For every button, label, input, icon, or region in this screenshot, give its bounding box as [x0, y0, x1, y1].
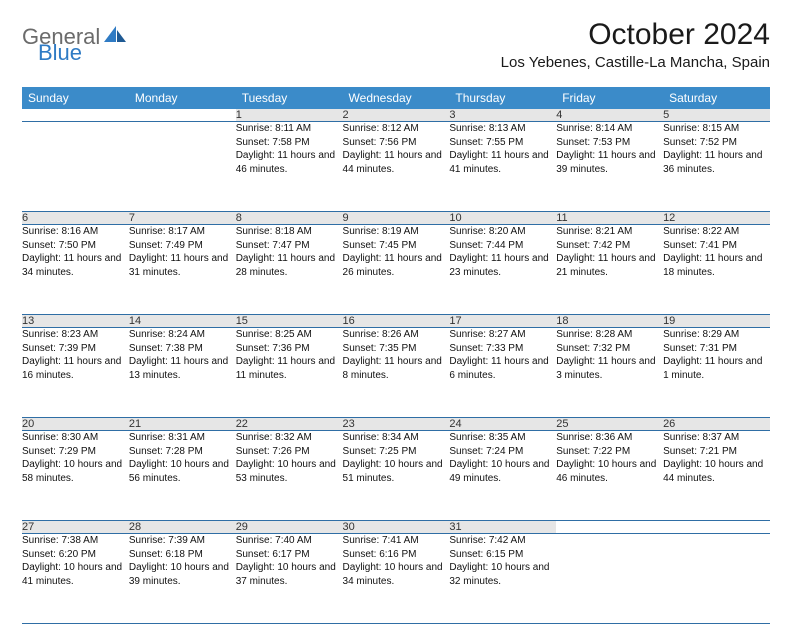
day-number-cell: 7 — [129, 212, 236, 225]
day-number-cell: 8 — [236, 212, 343, 225]
day-content-cell: Sunrise: 8:26 AMSunset: 7:35 PMDaylight:… — [343, 328, 450, 418]
title-block: October 2024 Los Yebenes, Castille-La Ma… — [501, 18, 770, 71]
weekday-header: Saturday — [663, 87, 770, 109]
day-content-cell: Sunrise: 7:42 AMSunset: 6:15 PMDaylight:… — [449, 534, 556, 624]
day-number-cell: 21 — [129, 418, 236, 431]
day-content-cell: Sunrise: 8:35 AMSunset: 7:24 PMDaylight:… — [449, 431, 556, 521]
day-number-cell: 1 — [236, 109, 343, 122]
day-content-cell: Sunrise: 8:19 AMSunset: 7:45 PMDaylight:… — [343, 225, 450, 315]
day-number-cell: 2 — [343, 109, 450, 122]
day-content-cell: Sunrise: 8:13 AMSunset: 7:55 PMDaylight:… — [449, 122, 556, 212]
day-number-cell: 28 — [129, 521, 236, 534]
day-content-cell: Sunrise: 8:20 AMSunset: 7:44 PMDaylight:… — [449, 225, 556, 315]
day-number-cell: 23 — [343, 418, 450, 431]
day-number-cell — [556, 521, 663, 534]
day-number-cell: 24 — [449, 418, 556, 431]
day-content-cell: Sunrise: 8:29 AMSunset: 7:31 PMDaylight:… — [663, 328, 770, 418]
day-number-row: 2728293031 — [22, 521, 770, 534]
weekday-header: Tuesday — [236, 87, 343, 109]
day-number-cell — [129, 109, 236, 122]
day-content-cell: Sunrise: 7:38 AMSunset: 6:20 PMDaylight:… — [22, 534, 129, 624]
day-number-cell: 13 — [22, 315, 129, 328]
day-number-row: 12345 — [22, 109, 770, 122]
day-number-cell: 3 — [449, 109, 556, 122]
day-number-cell: 22 — [236, 418, 343, 431]
logo-blue-text-wrap: Blue — [38, 40, 82, 66]
day-content-cell: Sunrise: 8:34 AMSunset: 7:25 PMDaylight:… — [343, 431, 450, 521]
day-content-row: Sunrise: 8:16 AMSunset: 7:50 PMDaylight:… — [22, 225, 770, 315]
day-content-cell — [556, 534, 663, 624]
day-content-cell: Sunrise: 7:39 AMSunset: 6:18 PMDaylight:… — [129, 534, 236, 624]
day-number-cell: 17 — [449, 315, 556, 328]
day-number-row: 13141516171819 — [22, 315, 770, 328]
day-content-cell: Sunrise: 8:17 AMSunset: 7:49 PMDaylight:… — [129, 225, 236, 315]
calendar-table: SundayMondayTuesdayWednesdayThursdayFrid… — [22, 87, 770, 624]
day-content-row: Sunrise: 8:23 AMSunset: 7:39 PMDaylight:… — [22, 328, 770, 418]
day-number-cell: 25 — [556, 418, 663, 431]
day-content-cell: Sunrise: 8:30 AMSunset: 7:29 PMDaylight:… — [22, 431, 129, 521]
calendar-head: SundayMondayTuesdayWednesdayThursdayFrid… — [22, 87, 770, 109]
day-content-cell: Sunrise: 8:12 AMSunset: 7:56 PMDaylight:… — [343, 122, 450, 212]
day-content-cell: Sunrise: 8:27 AMSunset: 7:33 PMDaylight:… — [449, 328, 556, 418]
day-number-cell: 6 — [22, 212, 129, 225]
day-number-cell — [663, 521, 770, 534]
day-number-cell: 29 — [236, 521, 343, 534]
day-content-cell: Sunrise: 8:28 AMSunset: 7:32 PMDaylight:… — [556, 328, 663, 418]
day-content-cell: Sunrise: 8:15 AMSunset: 7:52 PMDaylight:… — [663, 122, 770, 212]
day-number-cell — [22, 109, 129, 122]
day-number-cell: 16 — [343, 315, 450, 328]
day-content-cell: Sunrise: 7:40 AMSunset: 6:17 PMDaylight:… — [236, 534, 343, 624]
day-content-cell: Sunrise: 8:37 AMSunset: 7:21 PMDaylight:… — [663, 431, 770, 521]
day-content-cell: Sunrise: 8:23 AMSunset: 7:39 PMDaylight:… — [22, 328, 129, 418]
day-number-cell: 27 — [22, 521, 129, 534]
day-number-cell: 11 — [556, 212, 663, 225]
day-content-cell: Sunrise: 8:18 AMSunset: 7:47 PMDaylight:… — [236, 225, 343, 315]
day-number-cell: 10 — [449, 212, 556, 225]
day-number-cell: 15 — [236, 315, 343, 328]
day-number-row: 20212223242526 — [22, 418, 770, 431]
location-text: Los Yebenes, Castille-La Mancha, Spain — [501, 54, 770, 71]
day-number-cell: 14 — [129, 315, 236, 328]
day-content-cell — [663, 534, 770, 624]
weekday-header: Thursday — [449, 87, 556, 109]
day-content-cell: Sunrise: 8:16 AMSunset: 7:50 PMDaylight:… — [22, 225, 129, 315]
day-content-row: Sunrise: 7:38 AMSunset: 6:20 PMDaylight:… — [22, 534, 770, 624]
day-number-row: 6789101112 — [22, 212, 770, 225]
day-content-cell — [129, 122, 236, 212]
day-content-cell — [22, 122, 129, 212]
logo-text-blue: Blue — [38, 40, 82, 65]
weekday-header: Monday — [129, 87, 236, 109]
day-content-cell: Sunrise: 8:25 AMSunset: 7:36 PMDaylight:… — [236, 328, 343, 418]
calendar-body: 12345Sunrise: 8:11 AMSunset: 7:58 PMDayl… — [22, 109, 770, 624]
day-number-cell: 5 — [663, 109, 770, 122]
day-content-cell: Sunrise: 7:41 AMSunset: 6:16 PMDaylight:… — [343, 534, 450, 624]
day-number-cell: 26 — [663, 418, 770, 431]
day-content-cell: Sunrise: 8:22 AMSunset: 7:41 PMDaylight:… — [663, 225, 770, 315]
month-title: October 2024 — [501, 18, 770, 52]
day-number-cell: 20 — [22, 418, 129, 431]
day-number-cell: 19 — [663, 315, 770, 328]
day-content-cell: Sunrise: 8:11 AMSunset: 7:58 PMDaylight:… — [236, 122, 343, 212]
day-content-row: Sunrise: 8:11 AMSunset: 7:58 PMDaylight:… — [22, 122, 770, 212]
day-content-cell: Sunrise: 8:36 AMSunset: 7:22 PMDaylight:… — [556, 431, 663, 521]
day-content-cell: Sunrise: 8:32 AMSunset: 7:26 PMDaylight:… — [236, 431, 343, 521]
day-number-cell: 31 — [449, 521, 556, 534]
day-content-cell: Sunrise: 8:24 AMSunset: 7:38 PMDaylight:… — [129, 328, 236, 418]
weekday-header: Friday — [556, 87, 663, 109]
day-number-cell: 30 — [343, 521, 450, 534]
day-content-row: Sunrise: 8:30 AMSunset: 7:29 PMDaylight:… — [22, 431, 770, 521]
day-number-cell: 18 — [556, 315, 663, 328]
weekday-header: Wednesday — [343, 87, 450, 109]
day-content-cell: Sunrise: 8:31 AMSunset: 7:28 PMDaylight:… — [129, 431, 236, 521]
logo-sail-icon — [104, 26, 126, 49]
day-number-cell: 9 — [343, 212, 450, 225]
day-number-cell: 12 — [663, 212, 770, 225]
day-number-cell: 4 — [556, 109, 663, 122]
day-content-cell: Sunrise: 8:14 AMSunset: 7:53 PMDaylight:… — [556, 122, 663, 212]
day-content-cell: Sunrise: 8:21 AMSunset: 7:42 PMDaylight:… — [556, 225, 663, 315]
weekday-header: Sunday — [22, 87, 129, 109]
